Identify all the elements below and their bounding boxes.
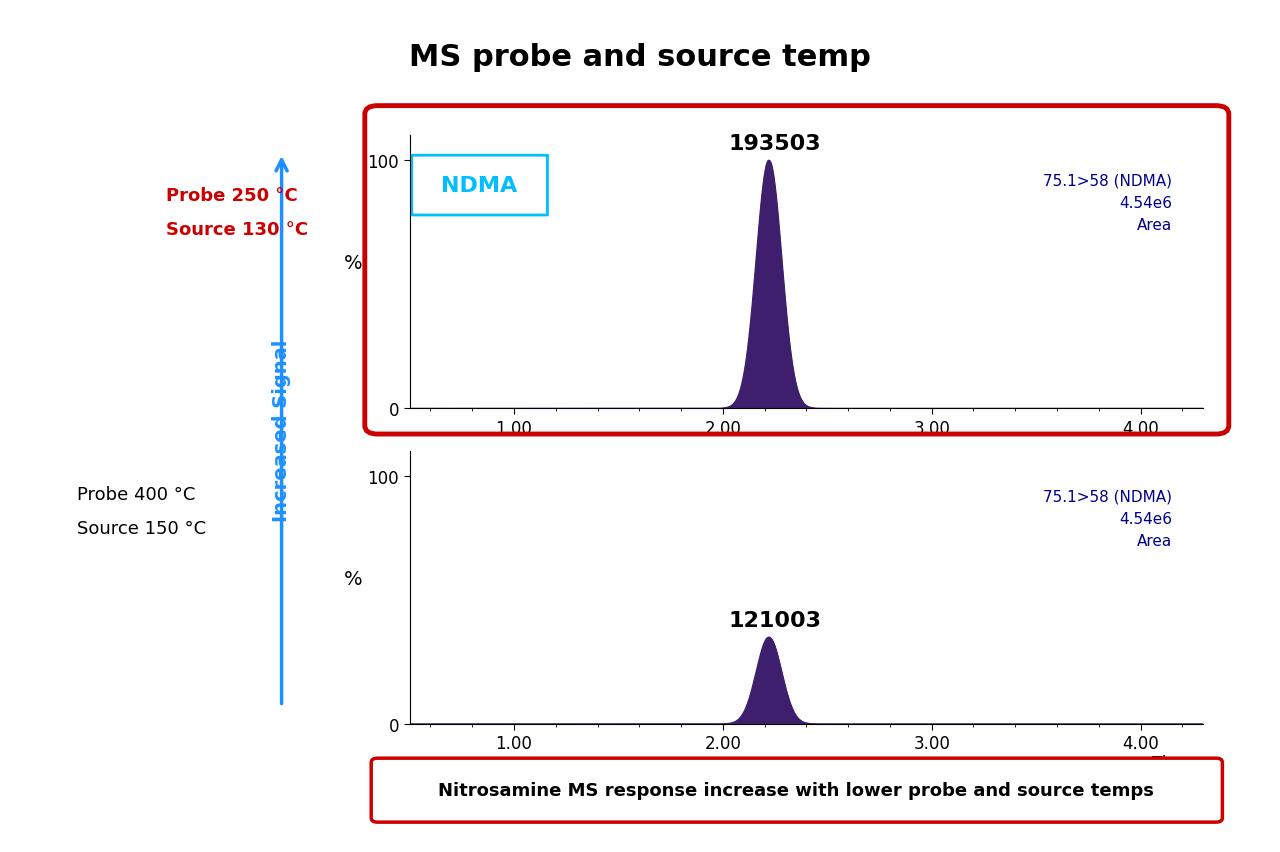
Text: Source 130 °C: Source 130 °C — [166, 221, 308, 239]
Text: Source 150 °C: Source 150 °C — [77, 519, 206, 538]
Text: MS probe and source temp: MS probe and source temp — [410, 43, 870, 72]
Text: Nitrosamine MS response increase with lower probe and source temps: Nitrosamine MS response increase with lo… — [438, 780, 1155, 799]
FancyBboxPatch shape — [412, 156, 548, 216]
Y-axis label: %: % — [344, 254, 364, 273]
Text: NDMA: NDMA — [442, 176, 517, 196]
Text: 75.1>58 (NDMA)
4.54e6
Area: 75.1>58 (NDMA) 4.54e6 Area — [1043, 174, 1172, 233]
Text: 75.1>58 (NDMA)
4.54e6
Area: 75.1>58 (NDMA) 4.54e6 Area — [1043, 489, 1172, 548]
Text: Increased Signal: Increased Signal — [273, 339, 291, 521]
Text: Probe 250 °C: Probe 250 °C — [166, 187, 298, 205]
Text: 193503: 193503 — [728, 134, 822, 153]
Text: Time: Time — [1152, 754, 1193, 772]
Text: 121003: 121003 — [728, 610, 822, 630]
Text: Probe 400 °C: Probe 400 °C — [77, 485, 195, 504]
Y-axis label: %: % — [344, 569, 364, 588]
